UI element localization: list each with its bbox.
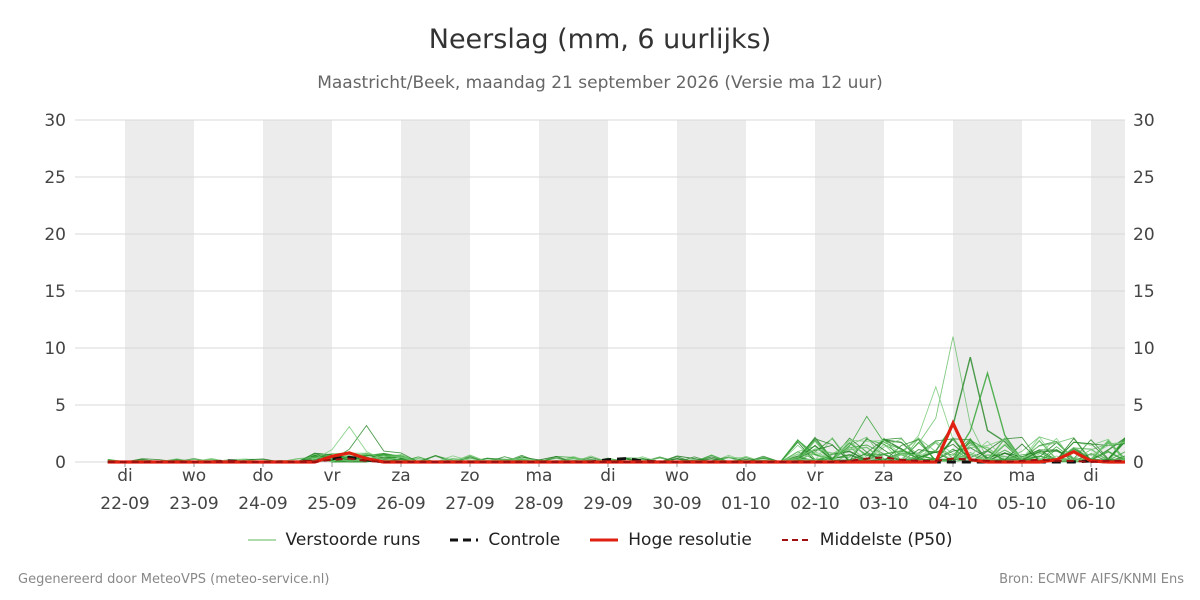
y-tick-label-right: 30: [1133, 111, 1155, 131]
y-tick-label-left: 0: [55, 453, 66, 473]
y-tick-label-left: 10: [44, 339, 66, 359]
chart-subtitle: Maastricht/Beek, maandag 21 september 20…: [317, 73, 883, 93]
x-tick-date-label: 06-10: [1066, 494, 1115, 514]
x-tick-day-label: ma: [526, 466, 553, 486]
series-line-hoge-resolutie: [107, 419, 1125, 464]
x-tick-day-label: di: [1083, 466, 1099, 486]
x-tick-day-label: wo: [182, 466, 206, 486]
legend-label: Controle: [488, 530, 561, 550]
x-tick-day-label: di: [600, 466, 616, 486]
x-tick-date-label: 23-09: [169, 494, 218, 514]
legend-swatch-perturbed: [247, 539, 276, 541]
x-tick-date-label: 28-09: [514, 494, 563, 514]
x-tick-date-label: 27-09: [445, 494, 494, 514]
chart-title: Neerslag (mm, 6 uurlijks): [428, 24, 772, 55]
footer-source: Bron: ECMWF AIFS/KNMI Ens: [999, 572, 1184, 587]
legend-swatch-high-res: [590, 538, 619, 542]
x-tick-day-label: za: [874, 466, 893, 486]
x-tick-date-label: 25-09: [307, 494, 356, 514]
y-tick-label-right: 5: [1133, 396, 1144, 416]
y-tick-label-left: 15: [44, 282, 66, 302]
x-tick-day-label: wo: [665, 466, 689, 486]
legend-item-high-res[interactable]: Hoge resolutie: [590, 530, 752, 550]
x-tick-day-label: zo: [943, 466, 962, 486]
footer-generated: Gegenereerd door MeteoVPS (meteo-service…: [18, 572, 330, 587]
x-tick-day-label: vr: [806, 466, 823, 486]
x-tick-date-label: 29-09: [583, 494, 632, 514]
legend-swatch-median: [781, 539, 810, 541]
chart-legend: Verstoorde runs Controle Hoge resolutie …: [0, 530, 1200, 550]
legend-item-median[interactable]: Middelste (P50): [781, 530, 953, 550]
legend-label: Hoge resolutie: [628, 530, 752, 550]
y-tick-label-right: 15: [1133, 282, 1155, 302]
y-tick-label-right: 0: [1133, 453, 1144, 473]
x-tick-date-label: 24-09: [238, 494, 287, 514]
x-tick-day-label: di: [117, 466, 133, 486]
x-tick-date-label: 05-10: [997, 494, 1046, 514]
x-tick-day-label: vr: [323, 466, 340, 486]
legend-label: Verstoorde runs: [285, 530, 421, 550]
legend-item-control[interactable]: Controle: [450, 530, 560, 550]
x-tick-day-label: do: [252, 466, 273, 486]
x-tick-day-label: za: [391, 466, 410, 486]
y-tick-label-left: 25: [44, 168, 66, 188]
legend-swatch-control: [450, 538, 479, 542]
x-tick-date-label: 02-10: [790, 494, 839, 514]
y-tick-label-right: 20: [1133, 225, 1155, 245]
x-tick-date-label: 03-10: [859, 494, 908, 514]
x-tick-date-label: 30-09: [652, 494, 701, 514]
x-tick-day-label: ma: [1009, 466, 1036, 486]
x-tick-date-label: 01-10: [721, 494, 770, 514]
x-tick-date-label: 22-09: [100, 494, 149, 514]
legend-label: Middelste (P50): [819, 530, 953, 550]
series-line-middelste-p50-: [107, 456, 1125, 464]
y-tick-label-left: 30: [44, 111, 66, 131]
legend-item-perturbed[interactable]: Verstoorde runs: [247, 530, 421, 550]
y-tick-label-left: 20: [44, 225, 66, 245]
x-tick-date-label: 04-10: [928, 494, 977, 514]
x-tick-day-label: zo: [460, 466, 479, 486]
y-tick-label-left: 5: [55, 396, 66, 416]
x-tick-date-label: 26-09: [376, 494, 425, 514]
x-tick-day-label: do: [735, 466, 756, 486]
y-tick-label-right: 10: [1133, 339, 1155, 359]
precipitation-chart: 0 0 5 5 10 10 15 15 20 20 25 25 30 30 di 22-09 wo 23-09 do…: [44, 111, 1155, 514]
y-tick-label-right: 25: [1133, 168, 1155, 188]
